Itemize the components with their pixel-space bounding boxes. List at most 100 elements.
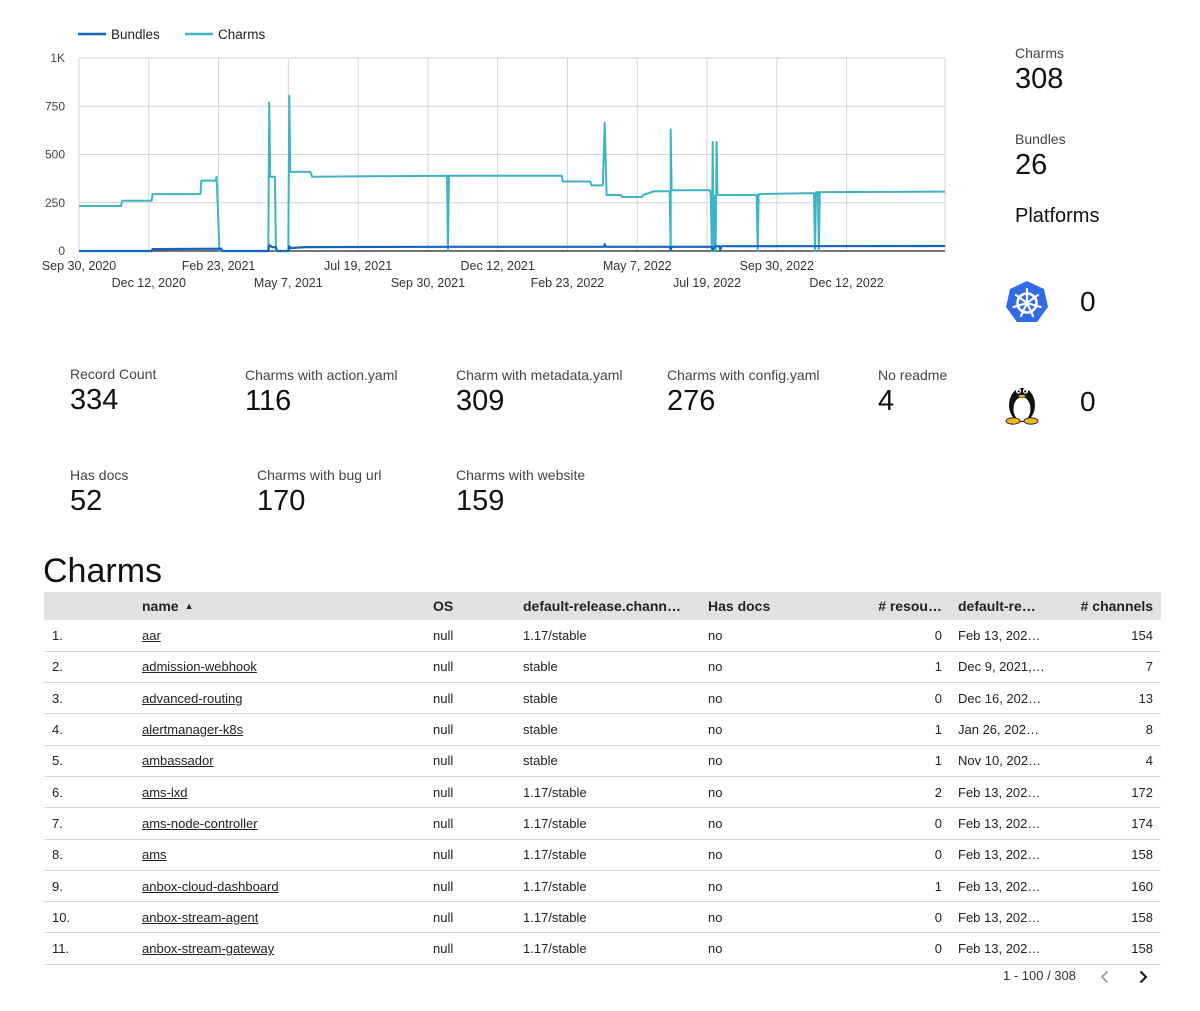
table-row[interactable]: 9. anbox-cloud-dashboard null 1.17/stable no… [44,870,1161,902]
x-tick-label: Feb 23, 2021 [182,259,256,273]
x-tick-label: Feb 23, 2022 [531,276,605,290]
column-header-label: name [142,598,179,614]
chevron-left-icon [1100,970,1109,984]
column-header-has-docs[interactable]: Has docs [708,598,771,614]
metric-value: 309 [456,385,505,417]
previous-page-button[interactable] [1095,967,1115,987]
charm-name-link[interactable]: advanced-routing [142,690,243,706]
os-cell: null [433,753,454,769]
chart-series [79,94,946,253]
metric-value: 52 [70,485,103,517]
default-release-date-cell: Feb 13, 202… [958,878,1041,894]
y-tick-label: 1K [50,51,65,65]
kubernetes-icon [1006,281,1048,322]
charm-name-link[interactable]: admission-webhook [142,659,257,675]
row-index: 7. [52,815,63,831]
metric-record-count: Record Count 334 [70,365,156,417]
charm-name-link[interactable]: anbox-stream-agent [142,909,259,925]
default-release-channel-cell: stable [523,690,558,706]
os-cell: null [433,690,454,706]
os-cell: null [433,722,454,738]
table-row[interactable]: 7. ams-node-controller null 1.17/stable no 0 F… [44,808,1161,840]
next-page-button[interactable] [1133,967,1153,987]
row-index: 3. [52,690,63,706]
metric-label: Charms with config.yaml [667,367,820,383]
os-cell: null [433,815,454,831]
table-row[interactable]: 6. ams-lxd null 1.17/stable no 2 Feb 13, 202… 1… [44,776,1161,808]
table-body: 1. aar null 1.17/stable no 0 Feb 13, 202… 154 2.… [44,620,1161,965]
metric-value: 334 [70,384,119,416]
default-release-channel-cell: stable [523,722,558,738]
charm-name-cell: anbox-stream-gateway [134,933,425,964]
platform-kubernetes: 0 [1002,278,1152,328]
has-docs-cell: no [708,659,723,675]
row-index: 9. [52,878,63,894]
charms-scorecard: Charms 308 [1015,44,1064,96]
default-release-date-cell: Feb 13, 202… [958,627,1041,643]
charm-name-link[interactable]: anbox-stream-gateway [142,941,275,957]
charms-count-label: Charms [1015,45,1065,61]
table-row[interactable]: 10. anbox-stream-agent null 1.17/stable no 0 F… [44,902,1161,933]
column-header-default-release-channel[interactable]: default-release.chann… [523,598,681,614]
bundles-scorecard: Bundles 26 [1015,130,1066,182]
default-release-date-cell: Feb 13, 202… [958,784,1041,800]
table-row[interactable]: 11. anbox-stream-gateway null 1.17/stable no… [44,933,1161,965]
x-tick-label: May 7, 2022 [603,259,672,273]
charm-name-link[interactable]: ams-lxd [142,784,188,800]
metric-value: 170 [257,485,306,517]
has-docs-cell: no [708,847,723,863]
charm-name-link[interactable]: anbox-cloud-dashboard [142,878,279,894]
table-row[interactable]: 1. aar null 1.17/stable no 0 Feb 13, 202… 154 [44,620,1161,652]
metric-label: Charms with action.yaml [245,367,398,383]
row-index: 8. [52,847,63,863]
charm-name-link[interactable]: aar [142,627,161,643]
metric-charms-with-config-yaml: Charms with config.yaml 276 [667,366,820,418]
table-row[interactable]: 2. admission-webhook null stable no 1 Dec 9, 2… [44,651,1161,683]
os-cell: null [433,941,454,957]
has-docs-cell: no [708,784,723,800]
charm-name-link[interactable]: alertmanager-k8s [142,722,244,738]
table-row[interactable]: 3. advanced-routing null stable no 0 Dec 16, 2… [44,683,1161,714]
y-tick-label: 750 [45,99,65,113]
resources-count-cell: 0 [934,941,942,957]
column-header-name[interactable]: name ▲ [134,592,425,620]
resources-count-cell: 2 [934,784,942,800]
metric-label: Charms with bug url [257,467,382,483]
charm-name-link[interactable]: ams-node-controller [142,815,258,831]
os-cell: null [433,627,454,643]
table-row[interactable]: 5. ambassador null stable no 1 Nov 10, 202… 4 [44,745,1161,777]
has-docs-cell: no [708,909,723,925]
series-line-charms [79,94,946,252]
charms-bundles-line-chart: Bundles Charms 0 250 500 750 1K Sep 30, 2020 D… [42,27,946,290]
metric-label: No readme [878,367,948,383]
default-release-date-cell: Dec 9, 2021,… [958,659,1045,675]
column-header-channels[interactable]: # channels [1080,598,1153,614]
column-header-default-release-date[interactable]: default-re… [958,598,1036,614]
resources-count-cell: 1 [934,722,942,738]
charm-name-cell: ams-lxd [134,776,425,807]
column-header-os[interactable]: OS [433,598,454,614]
default-release-date-cell: Jan 26, 202… [958,722,1039,738]
x-tick-label: Sep 30, 2022 [740,259,814,273]
charm-name-link[interactable]: ambassador [142,753,214,769]
metric-label: Record Count [70,366,157,382]
default-release-channel-cell: 1.17/stable [523,815,587,831]
channels-count-cell: 4 [1145,753,1153,769]
kubernetes-count: 0 [1080,286,1096,317]
y-tick-label: 500 [45,148,65,162]
row-index: 1. [52,627,63,643]
row-index: 4. [52,722,63,738]
charm-name-link[interactable]: ams [142,847,167,863]
default-release-date-cell: Dec 16, 202… [958,690,1042,706]
x-tick-label: Dec 12, 2020 [112,276,186,290]
default-release-date-cell: Nov 10, 202… [958,753,1042,769]
series-line-bundles [79,243,946,253]
metric-charm-with-metadata-yaml: Charm with metadata.yaml 309 [456,366,623,418]
os-cell: null [433,909,454,925]
has-docs-cell: no [708,627,723,643]
metric-charms-with-bug-url: Charms with bug url 170 [257,466,382,518]
column-header-resources[interactable]: # resou… [878,598,942,614]
metric-has-docs: Has docs 52 [70,466,128,518]
table-row[interactable]: 4. alertmanager-k8s null stable no 1 Jan 26, 2… [44,714,1161,746]
table-row[interactable]: 8. ams null 1.17/stable no 0 Feb 13, 202… 158 [44,839,1161,871]
